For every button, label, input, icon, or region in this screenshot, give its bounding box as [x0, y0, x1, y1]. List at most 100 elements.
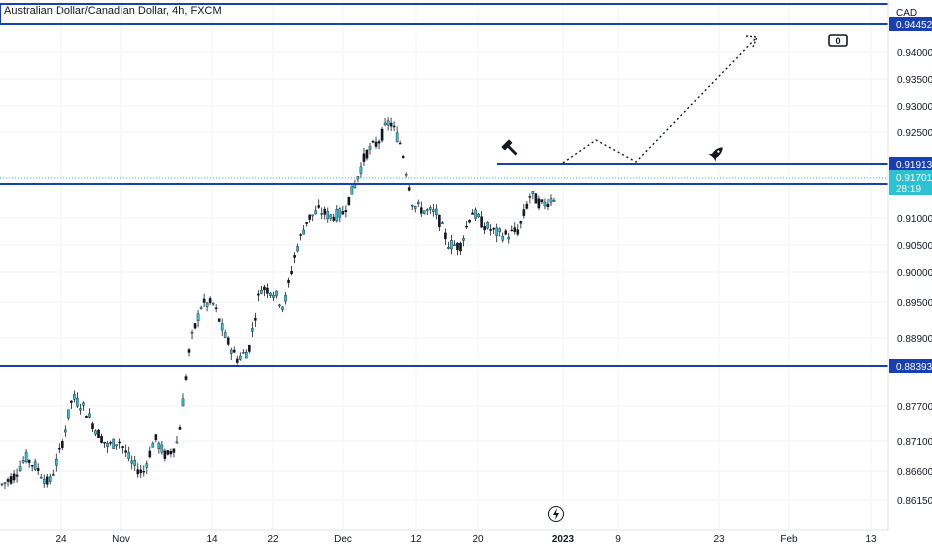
candle: [489, 224, 492, 236]
candle: [251, 322, 254, 338]
candle: [27, 459, 31, 468]
candle: [18, 460, 22, 472]
candle: [245, 349, 248, 359]
rocket-icon[interactable]: [708, 144, 727, 162]
candle: [347, 196, 351, 207]
candle: [51, 469, 55, 476]
candle: [73, 390, 76, 403]
candle: [214, 304, 218, 313]
y-tick-label: 0.93000: [897, 102, 932, 113]
candle: [190, 329, 194, 340]
candle: [0, 483, 4, 487]
candle: [232, 346, 236, 353]
candle: [320, 207, 324, 219]
candle: [172, 448, 176, 458]
candle: [480, 211, 483, 228]
candle: [257, 290, 260, 302]
candle: [429, 205, 432, 214]
candle: [383, 118, 387, 127]
candle: [374, 136, 378, 149]
projection-arrow[interactable]: [562, 35, 758, 164]
candle: [272, 291, 275, 301]
candle: [6, 477, 10, 487]
candle: [9, 473, 13, 485]
candle: [226, 336, 230, 347]
candle: [48, 473, 52, 485]
candle: [220, 318, 224, 337]
candle: [486, 221, 489, 230]
y-tick-label: 0.88900: [897, 334, 932, 345]
zero-badge-icon[interactable]: 0: [828, 34, 848, 47]
y-tick-label: 0.90000: [897, 268, 932, 279]
price-axis[interactable]: CAD 0.94000 0.93500 0.93000 0.92500 0.91000 0…: [887, 0, 932, 530]
candle: [426, 208, 429, 215]
candle: [263, 284, 266, 297]
lightning-icon[interactable]: [548, 506, 564, 522]
candle: [223, 329, 227, 339]
candle: [278, 303, 281, 308]
price-unit-label: CAD: [896, 8, 917, 19]
candle: [163, 448, 167, 462]
candle: [495, 223, 498, 243]
x-tick-label: 20: [472, 534, 484, 545]
candle: [254, 312, 257, 327]
y-tick-label: 0.92500: [897, 128, 932, 139]
candle: [317, 199, 321, 210]
candle: [341, 205, 345, 215]
candle: [323, 206, 327, 220]
candle: [552, 197, 556, 203]
candle: [238, 352, 242, 361]
candle: [438, 214, 441, 231]
candle: [359, 162, 363, 178]
candle: [516, 224, 520, 237]
candle: [368, 142, 372, 155]
candle: [61, 439, 64, 451]
candle: [498, 227, 502, 237]
candle: [416, 199, 420, 207]
x-tick-label: 24: [55, 534, 67, 545]
candle: [208, 296, 212, 305]
candle: [389, 117, 393, 132]
candle: [166, 449, 170, 456]
candle: [422, 210, 426, 215]
candle: [540, 198, 544, 205]
candle: [217, 318, 221, 323]
candle: [293, 252, 296, 264]
candle: [45, 473, 49, 488]
candle: [308, 214, 311, 223]
candle: [281, 306, 284, 313]
x-tick-label: 9: [615, 534, 621, 545]
candle: [296, 243, 299, 253]
candle: [54, 453, 58, 472]
x-tick-label: 2023: [552, 534, 575, 545]
candle: [398, 140, 402, 145]
candle: [151, 441, 155, 448]
candle: [290, 266, 293, 276]
candle: [121, 445, 124, 454]
x-tick-label: Feb: [780, 534, 798, 545]
candle: [127, 446, 130, 462]
candle: [287, 277, 290, 288]
candle: [465, 221, 468, 229]
y-tick-label: 0.94000: [897, 48, 932, 59]
candle: [115, 444, 118, 450]
y-tick-label: 0.86150: [897, 496, 932, 507]
candlestick-series: [0, 117, 556, 490]
candle: [202, 293, 206, 308]
level-label-support-low: 0.88393: [896, 362, 932, 373]
current-countdown-label: 28:19: [896, 184, 921, 195]
candle: [453, 240, 456, 247]
y-tick-label: 0.89500: [897, 298, 932, 309]
candle: [365, 149, 369, 161]
candle: [157, 441, 161, 454]
time-axis[interactable]: 24 Nov 14 22 Dec 12 20 2023 9 23 Feb 13: [0, 529, 888, 545]
hammer-icon[interactable]: [501, 139, 520, 158]
candle: [483, 222, 486, 235]
level-label-resistance: 0.91913: [896, 160, 932, 171]
candle: [58, 443, 61, 454]
zero-badge-text: 0: [835, 36, 840, 46]
candle: [546, 198, 550, 211]
candle: [377, 139, 381, 150]
